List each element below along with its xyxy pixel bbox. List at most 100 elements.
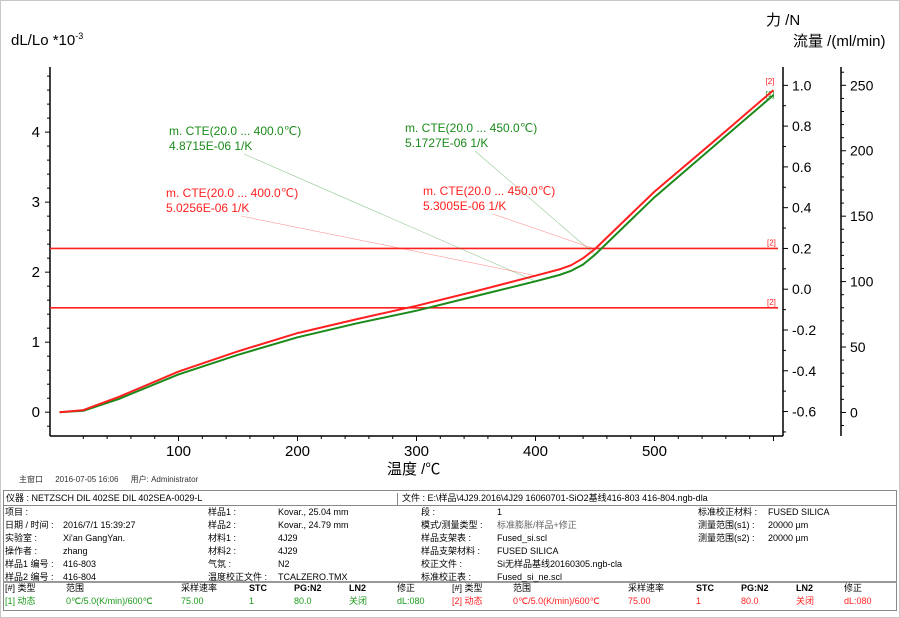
info-label: 段 : bbox=[421, 507, 436, 517]
segment-header: 修正 bbox=[397, 583, 416, 593]
cte-annotation-value: 5.3005E-06 1/K bbox=[423, 199, 506, 213]
force-tick-label: 0.8 bbox=[792, 118, 812, 134]
reference-line-marker: [2] bbox=[767, 298, 776, 307]
info-value: Kovar., 24.79 mm bbox=[278, 520, 349, 530]
x-tick-label: 500 bbox=[642, 443, 667, 460]
segment-cell: 关闭 bbox=[349, 596, 368, 606]
y-axis-title: dL/Lo *10-3 bbox=[11, 31, 83, 49]
info-value: Xi'an GangYan. bbox=[63, 533, 126, 543]
y-axis-title-exponent: -3 bbox=[75, 31, 84, 41]
segment-header: 采样速率 bbox=[628, 583, 665, 593]
flow-axis-title: 流量 /(ml/min) bbox=[793, 33, 886, 50]
info-label: 操作者 : bbox=[5, 546, 38, 556]
info-label: 材料1 : bbox=[208, 533, 237, 543]
x-tick-label: 300 bbox=[404, 443, 429, 460]
segment-header: PG:N2 bbox=[741, 583, 769, 593]
y-tick-label: 2 bbox=[32, 264, 40, 281]
x-tick-label: 100 bbox=[166, 443, 191, 460]
flow-tick-label: 200 bbox=[850, 143, 874, 159]
info-table bbox=[3, 490, 897, 611]
info-value: 20000 µm bbox=[768, 533, 809, 543]
info-value: 416-803 bbox=[63, 559, 97, 569]
force-tick-label: 0.2 bbox=[792, 240, 812, 256]
info-label: 标准校正材料 : bbox=[698, 507, 758, 517]
cte-annotation-range: m. CTE(20.0 ... 400.0℃) bbox=[169, 124, 301, 138]
info-label: 测量范围(s2) : bbox=[698, 533, 755, 543]
info-label: 标准校正表 : bbox=[421, 572, 472, 582]
info-label: 实验室 : bbox=[5, 533, 38, 543]
info-value: N2 bbox=[278, 559, 290, 569]
x-tick-label: 200 bbox=[285, 443, 310, 460]
x-axis-title: 温度 /℃ bbox=[387, 461, 441, 478]
info-label: 项目 : bbox=[5, 507, 29, 517]
info-label: 测量范围(s1) : bbox=[698, 520, 755, 530]
info-value: TCALZERO.TMX bbox=[278, 572, 348, 582]
flow-tick-label: 100 bbox=[850, 274, 874, 290]
segment-header: PG:N2 bbox=[294, 583, 322, 593]
print-datetime: 2016-07-05 16:06 bbox=[55, 475, 119, 484]
cte-annotation-value: 5.0256E-06 1/K bbox=[166, 201, 249, 215]
force-tick-label: 0.0 bbox=[792, 281, 812, 297]
series-line-2 bbox=[59, 89, 775, 414]
info-value: Fused_si.scl bbox=[497, 533, 548, 543]
info-value: 2016/7/1 15:39:27 bbox=[63, 520, 136, 530]
segment-header: STC bbox=[696, 583, 714, 593]
info-label: 气氛 : bbox=[208, 559, 232, 569]
info-label: 样品2 编号 : bbox=[5, 572, 54, 582]
file-path: 文件 : E:\样品\4J29.2016\4J29 16060701-SiO2基… bbox=[397, 493, 708, 505]
segment-cell: 75.00 bbox=[628, 596, 651, 606]
segment-header: STC bbox=[249, 583, 267, 593]
window-label: 主窗口 bbox=[19, 475, 43, 484]
segment-cell: 80.0 bbox=[294, 596, 312, 606]
segment-header: LN2 bbox=[796, 583, 814, 593]
segment-cell: 80.0 bbox=[741, 596, 759, 606]
info-label: 样品1 : bbox=[208, 507, 237, 517]
force-tick-label: -0.6 bbox=[792, 404, 816, 420]
x-tick-label: 400 bbox=[523, 443, 548, 460]
info-value: 416-804 bbox=[63, 572, 97, 582]
flow-tick-label: 150 bbox=[850, 208, 874, 224]
segment-header: 范围 bbox=[66, 583, 85, 593]
cte-annotation-range: m. CTE(20.0 ... 450.0℃) bbox=[405, 121, 537, 135]
series-end-marker: [1] bbox=[765, 90, 774, 99]
info-label: 样品1 编号 : bbox=[5, 559, 54, 569]
info-label: 模式/测量类型 : bbox=[421, 520, 483, 530]
info-value: Kovar., 25.04 mm bbox=[278, 507, 349, 517]
force-tick-label: 1.0 bbox=[792, 77, 812, 93]
info-value: 标准膨胀/样品+修正 bbox=[497, 520, 577, 530]
segment-cell: dL:080 bbox=[397, 596, 425, 606]
reference-line-marker: [2] bbox=[767, 238, 776, 247]
info-value: FUSED SILICA bbox=[497, 546, 559, 556]
user-label: 用户: Administrator bbox=[130, 475, 199, 484]
flow-tick-label: 50 bbox=[850, 339, 866, 355]
segment-header: LN2 bbox=[349, 583, 367, 593]
cte-annotation-range: m. CTE(20.0 ... 450.0℃) bbox=[423, 184, 555, 198]
y-tick-label: 3 bbox=[32, 194, 40, 211]
force-tick-label: -0.4 bbox=[792, 363, 816, 379]
info-value: 4J29 bbox=[278, 533, 298, 543]
segment-cell: 1 bbox=[249, 596, 255, 606]
info-label: 日期 / 时间 : bbox=[5, 520, 54, 530]
info-value: 1 bbox=[497, 507, 503, 517]
segment-cell: [2] 动态 bbox=[452, 596, 483, 606]
cte-leader-line bbox=[492, 213, 596, 250]
series-end-marker: [2] bbox=[765, 77, 774, 86]
info-label: 样品支架材料 : bbox=[421, 546, 481, 556]
y-tick-label: 4 bbox=[32, 124, 40, 141]
y-tick-label: 0 bbox=[32, 404, 40, 421]
info-value: FUSED SILICA bbox=[768, 507, 830, 517]
info-label: 样品2 : bbox=[208, 520, 237, 530]
info-label: 样品支架表 : bbox=[421, 533, 472, 543]
cte-leader-line bbox=[474, 150, 596, 255]
segment-header: 采样速率 bbox=[181, 583, 218, 593]
info-value: Fused_si_ne.scl bbox=[497, 572, 563, 582]
info-value: 4J29 bbox=[278, 546, 298, 556]
force-axis-title: 力 /N bbox=[766, 12, 801, 29]
info-label: 温度校正文件 : bbox=[208, 572, 268, 582]
info-value: 20000 µm bbox=[768, 520, 809, 530]
cte-annotation-range: m. CTE(20.0 ... 400.0℃) bbox=[166, 186, 298, 200]
cte-leader-line bbox=[240, 215, 536, 276]
segment-header: [#] 类型 bbox=[5, 583, 36, 593]
